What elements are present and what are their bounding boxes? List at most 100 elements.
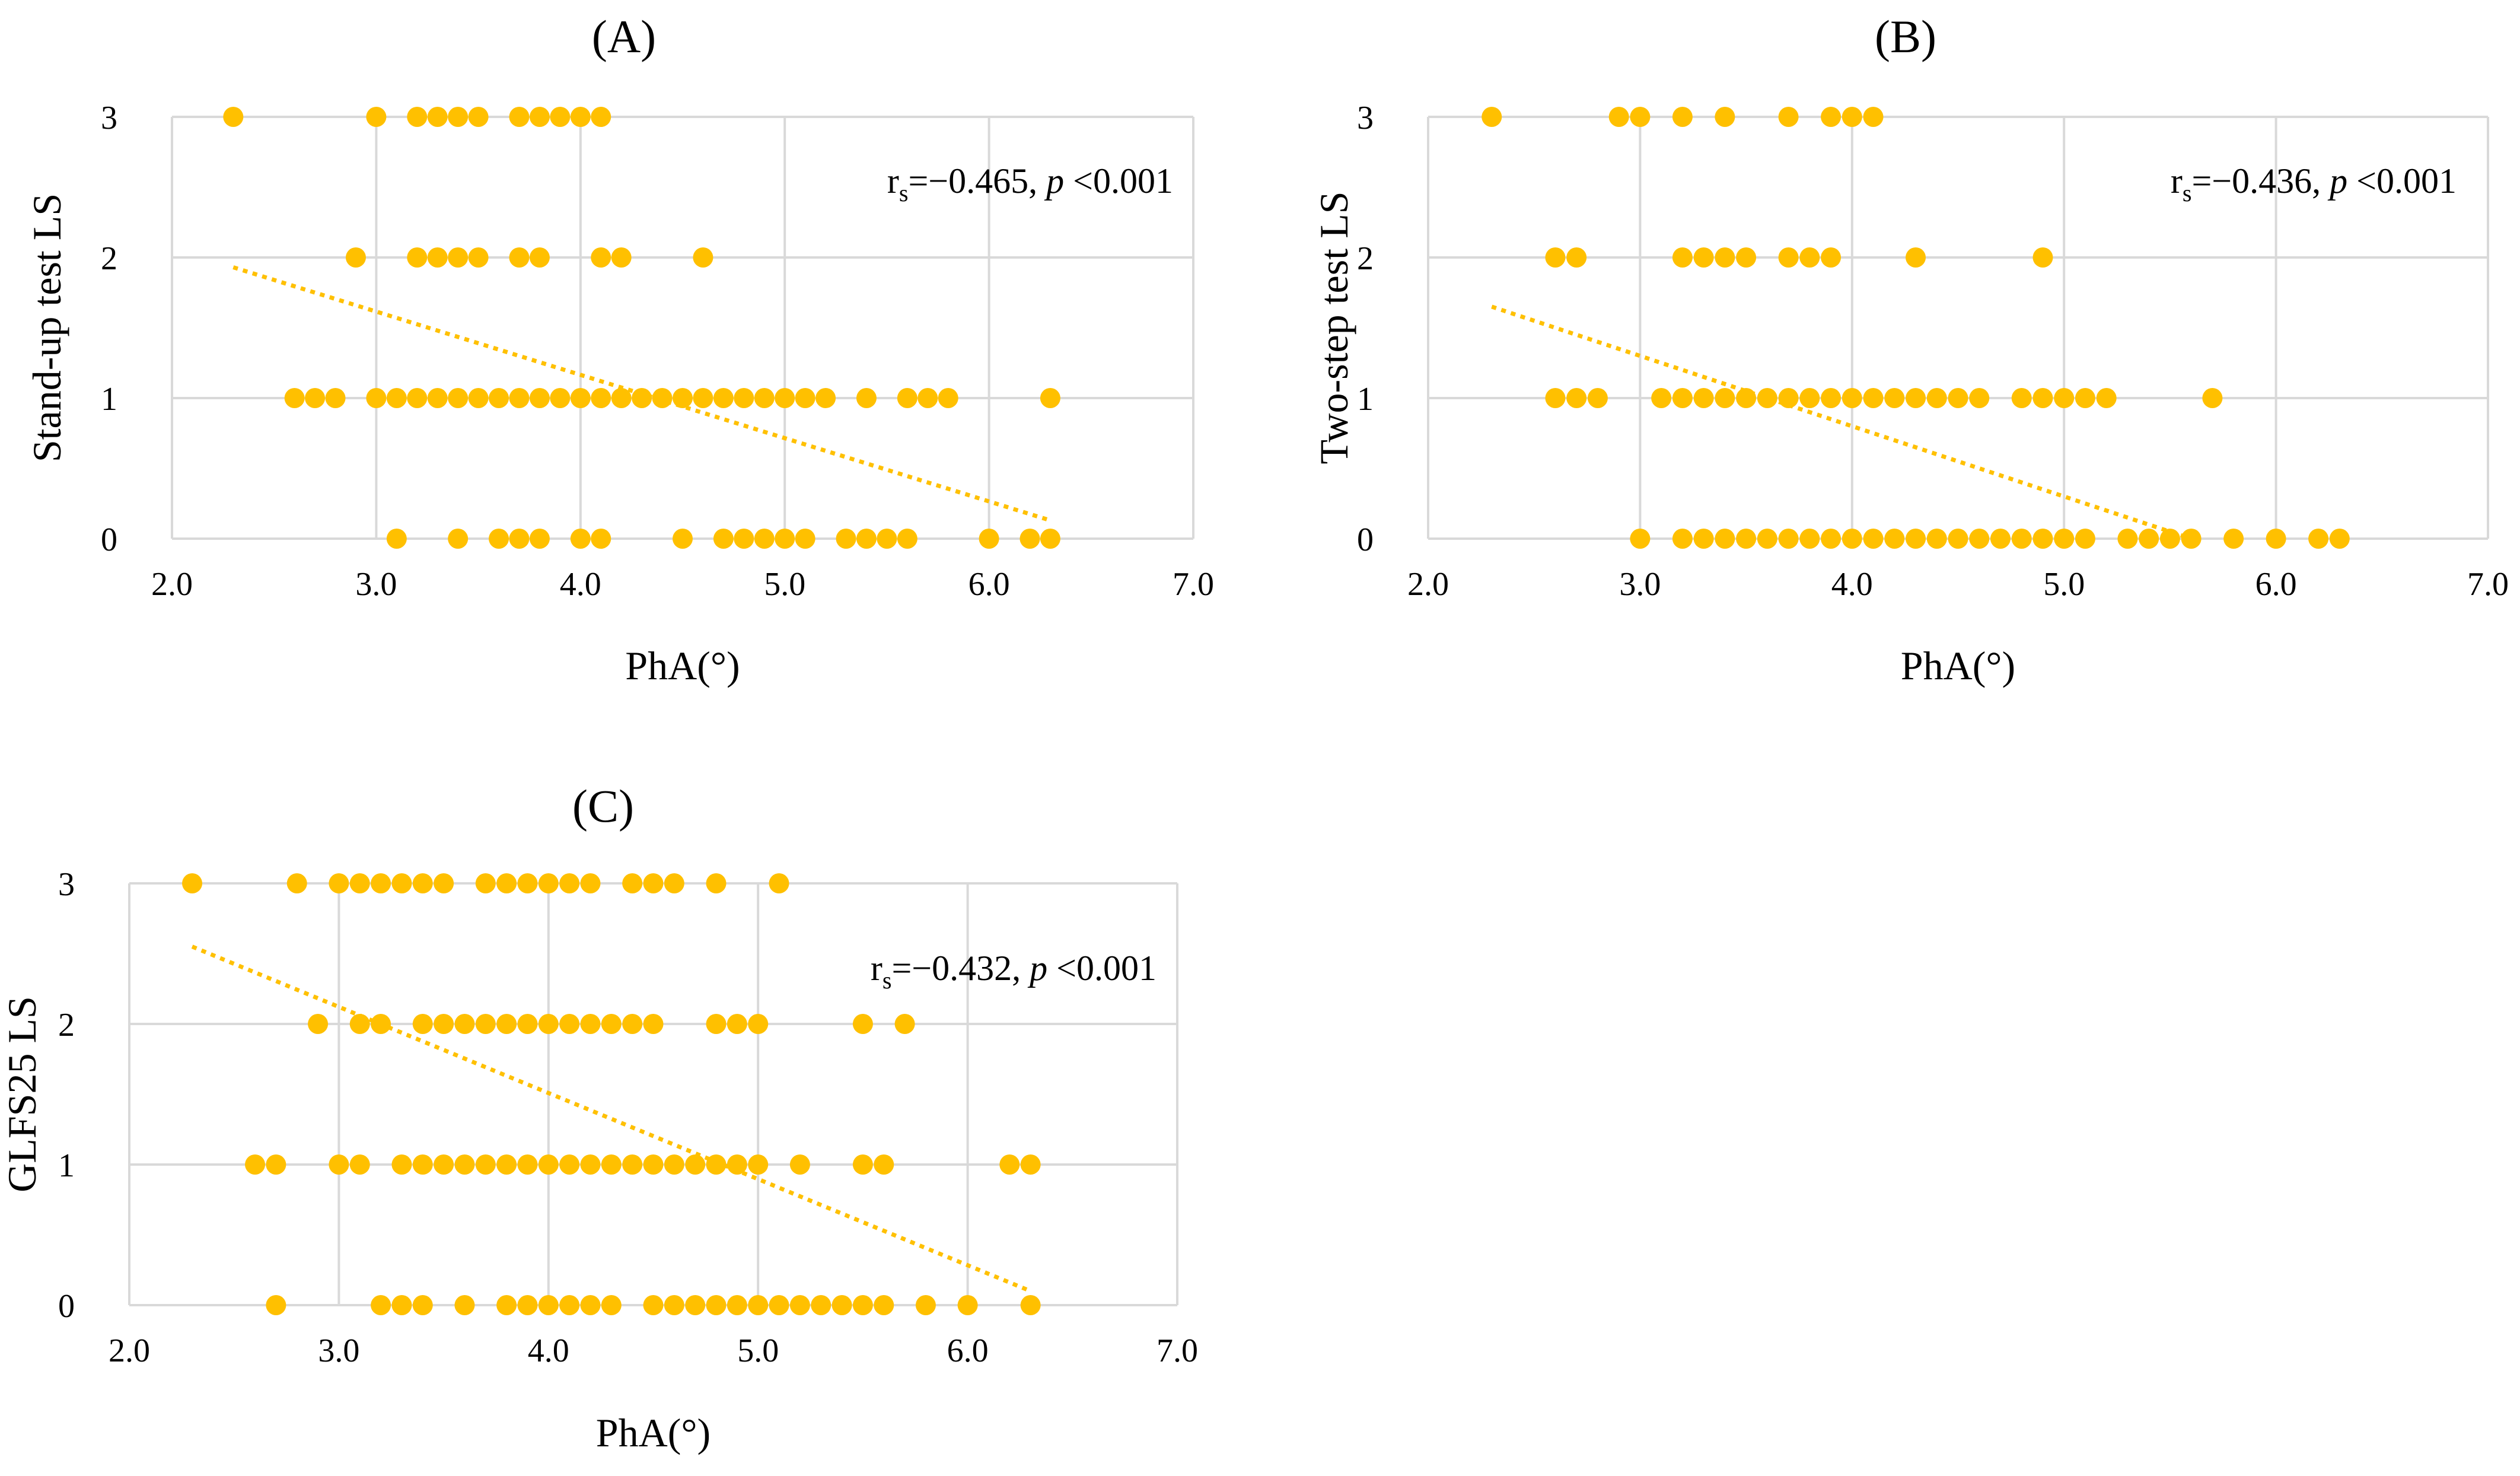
- data-point: [938, 388, 958, 408]
- data-point: [580, 1154, 601, 1175]
- trend-line: [1491, 304, 2192, 541]
- data-point: [897, 388, 917, 408]
- data-point: [407, 388, 428, 408]
- data-point: [580, 1014, 601, 1034]
- x-tick-label: 6.0: [969, 566, 1010, 603]
- data-point: [475, 1014, 496, 1034]
- data-point: [693, 247, 713, 268]
- data-point: [427, 107, 448, 127]
- p-symbol: p: [1027, 949, 1047, 988]
- data-point: [591, 388, 611, 408]
- data-point: [391, 873, 412, 893]
- data-point: [713, 388, 734, 408]
- x-tick-label: 2.0: [1407, 566, 1449, 603]
- data-point: [2011, 529, 2032, 549]
- data-point: [622, 873, 643, 893]
- data-point: [664, 1154, 684, 1175]
- data-point: [1778, 388, 1799, 408]
- r-subscript: s: [2183, 180, 2192, 206]
- data-point: [1040, 529, 1060, 549]
- data-point: [591, 529, 611, 549]
- data-point: [468, 107, 489, 127]
- data-point: [308, 1014, 329, 1034]
- data-point: [468, 388, 489, 408]
- data-point: [1821, 529, 1842, 549]
- data-point: [517, 873, 538, 893]
- data-point: [489, 529, 509, 549]
- data-point: [529, 529, 550, 549]
- r-symbol: r: [2171, 161, 2183, 201]
- data-point: [632, 388, 652, 408]
- x-axis-label: PhA(°): [596, 1410, 711, 1455]
- data-point: [789, 1154, 810, 1175]
- data-points: [182, 873, 1041, 1315]
- data-point: [386, 388, 407, 408]
- data-point: [2075, 529, 2095, 549]
- data-point: [685, 1154, 706, 1175]
- data-point: [1884, 529, 1905, 549]
- data-point: [1736, 529, 1757, 549]
- data-point: [349, 873, 370, 893]
- data-point: [468, 247, 489, 268]
- data-point: [2117, 529, 2138, 549]
- data-point: [517, 1295, 538, 1315]
- r-value: =−0.436,: [2191, 161, 2330, 201]
- x-tick-label: 3.0: [355, 566, 397, 603]
- data-point: [643, 1295, 664, 1315]
- data-point: [795, 388, 815, 408]
- data-point: [371, 873, 391, 893]
- data-point: [1608, 107, 1629, 127]
- data-point: [391, 1295, 412, 1315]
- data-point: [1821, 247, 1842, 268]
- panel-title: (C): [572, 780, 634, 832]
- data-point: [748, 1154, 769, 1175]
- data-point: [795, 529, 815, 549]
- data-point: [1715, 529, 1735, 549]
- data-point: [559, 1014, 580, 1034]
- x-tick-label: 2.0: [109, 1332, 150, 1369]
- data-point: [2308, 529, 2329, 549]
- data-point: [917, 388, 938, 408]
- data-point: [957, 1295, 978, 1315]
- data-point: [664, 1295, 684, 1315]
- data-point: [1906, 247, 1926, 268]
- data-point: [434, 873, 454, 893]
- x-tick-label: 5.0: [764, 566, 805, 603]
- data-point: [748, 1295, 769, 1315]
- r-value: =−0.432,: [891, 949, 1030, 988]
- data-point: [1630, 107, 1651, 127]
- data-point: [1672, 388, 1693, 408]
- r-subscript: s: [883, 967, 892, 994]
- data-point: [2329, 529, 2350, 549]
- data-point: [1715, 107, 1735, 127]
- data-point: [775, 388, 795, 408]
- data-point: [245, 1154, 266, 1175]
- y-tick-label: 2: [101, 240, 117, 277]
- data-point: [693, 388, 713, 408]
- data-point: [2032, 529, 2053, 549]
- data-point: [1969, 388, 1990, 408]
- data-point: [434, 1014, 454, 1034]
- data-point: [1863, 529, 1884, 549]
- data-point: [1020, 529, 1040, 549]
- data-point: [412, 1295, 433, 1315]
- data-point: [727, 1014, 747, 1034]
- data-point: [454, 1014, 475, 1034]
- data-point: [1778, 247, 1799, 268]
- data-point: [570, 107, 591, 127]
- y-axis-label: Two-step test LS: [1311, 192, 1356, 465]
- data-point: [673, 529, 693, 549]
- data-point: [2266, 529, 2286, 549]
- data-points: [1482, 107, 2350, 549]
- data-point: [1566, 247, 1587, 268]
- data-point: [1863, 107, 1884, 127]
- y-tick-label: 0: [58, 1288, 75, 1325]
- data-point: [1651, 388, 1672, 408]
- data-point: [1736, 388, 1757, 408]
- x-tick-label: 3.0: [1619, 566, 1661, 603]
- data-point: [286, 873, 307, 893]
- data-point: [815, 388, 836, 408]
- data-point: [1821, 107, 1842, 127]
- data-point: [734, 529, 754, 549]
